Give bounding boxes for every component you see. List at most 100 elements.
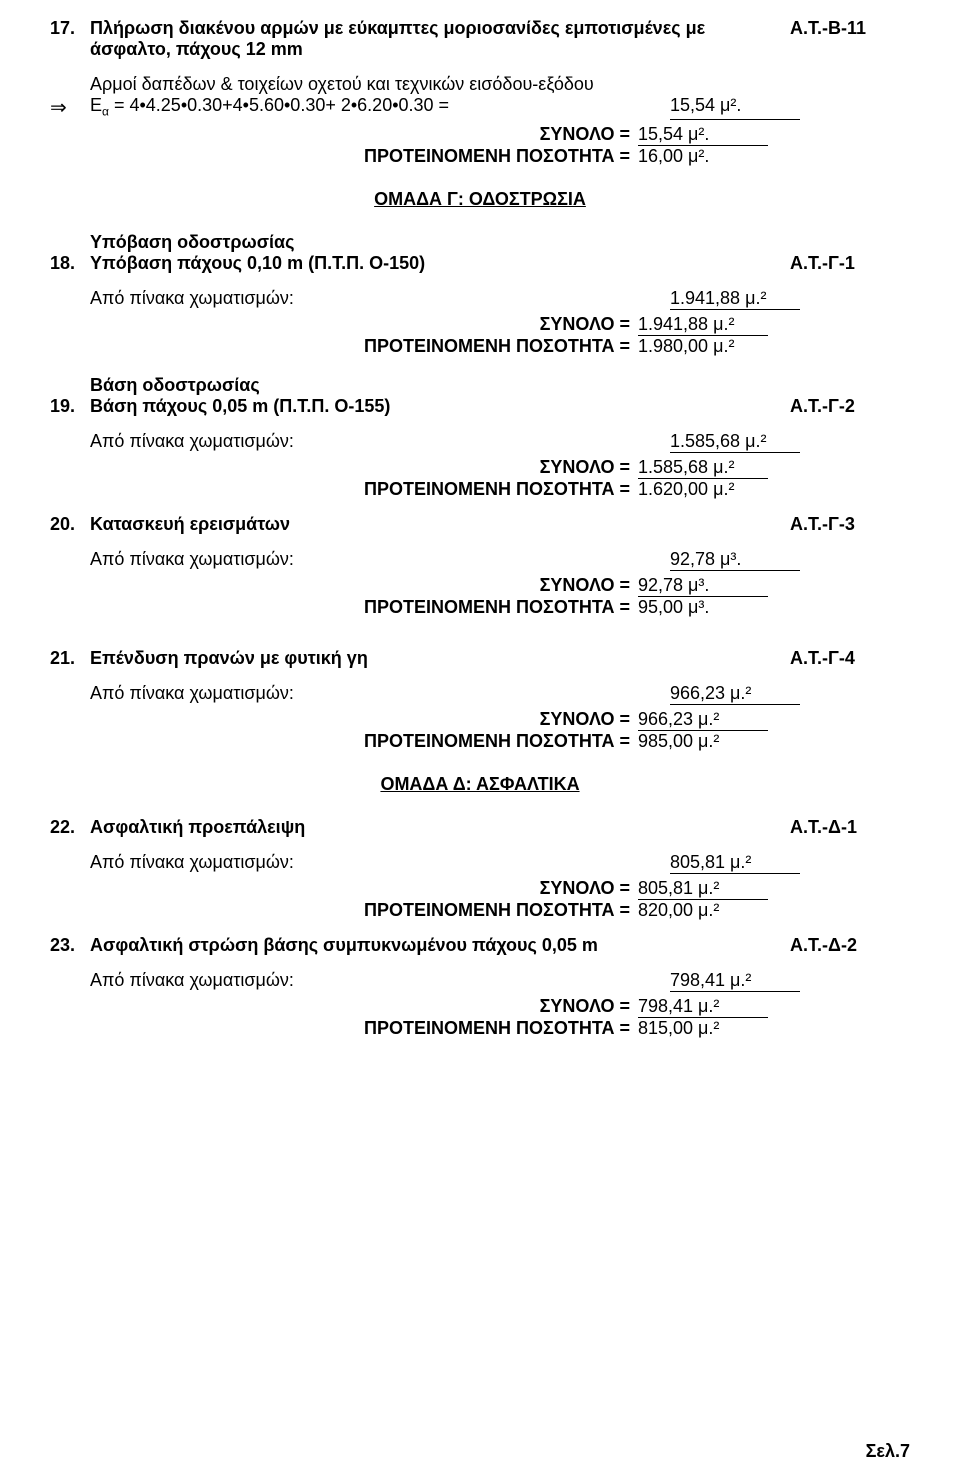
desc-text: Από πίνακα χωματισμών:: [90, 683, 670, 705]
rec-value: 95,00 μ³.: [638, 597, 768, 618]
item-title: Πλήρωση διακένου αρμών με εύκαμπτες μορι…: [90, 18, 790, 60]
rec-value: 1.980,00 μ.²: [638, 336, 768, 357]
item-20-desc-row: Από πίνακα χωματισμών: 92,78 μ³.: [50, 549, 910, 571]
sum-label: ΣΥΝΟΛΟ =: [50, 314, 638, 335]
item-code: Α.Τ.-Δ-1: [790, 817, 910, 838]
rec-label: ΠΡΟΤΕΙΝΟΜΕΝΗ ΠΟΣΟΤΗΤΑ =: [50, 597, 638, 618]
item-title: Υπόβαση πάχους 0,10 m (Π.Τ.Π. Ο-150): [90, 253, 790, 274]
rec-label: ΠΡΟΤΕΙΝΟΜΕΝΗ ΠΟΣΟΤΗΤΑ =: [50, 1018, 638, 1039]
desc-value: 1.585,68 μ.²: [670, 431, 800, 453]
formula-result: 15,54 μ².: [670, 95, 800, 120]
rec-label: ΠΡΟΤΕΙΝΟΜΕΝΗ ΠΟΣΟΤΗΤΑ =: [50, 146, 638, 167]
desc-text: Από πίνακα χωματισμών:: [90, 970, 670, 992]
sum-value: 805,81 μ.²: [638, 878, 768, 900]
arrow-icon: ⇒: [50, 95, 90, 120]
item-20-totals: ΣΥΝΟΛΟ = 92,78 μ³. ΠΡΟΤΕΙΝΟΜΕΝΗ ΠΟΣΟΤΗΤΑ…: [50, 575, 910, 618]
item-number: 18.: [50, 253, 90, 274]
desc-value: 798,41 μ.²: [670, 970, 800, 992]
desc-line: Από πίνακα χωματισμών: 798,41 μ.²: [90, 970, 910, 992]
alpha-subscript: α: [102, 105, 109, 119]
item-17-formula-row: ⇒ Εα = 4•4.25•0.30+4•5.60•0.30+ 2•6.20•0…: [50, 95, 910, 120]
item-18-totals: ΣΥΝΟΛΟ = 1.941,88 μ.² ΠΡΟΤΕΙΝΟΜΕΝΗ ΠΟΣΟΤ…: [50, 314, 910, 357]
sum-value: 966,23 μ.²: [638, 709, 768, 731]
rec-line: ΠΡΟΤΕΙΝΟΜΕΝΗ ΠΟΣΟΤΗΤΑ = 16,00 μ².: [50, 146, 910, 167]
desc-line: Από πίνακα χωματισμών: 1.941,88 μ.²: [90, 288, 910, 310]
sum-label: ΣΥΝΟΛΟ =: [50, 709, 638, 730]
item-17-desc: Αρμοί δαπέδων & τοιχείων οχετού και τεχν…: [50, 74, 910, 95]
sum-value: 15,54 μ².: [638, 124, 768, 146]
sum-line: ΣΥΝΟΛΟ = 1.941,88 μ.²: [50, 314, 910, 336]
formula-text: Εα = 4•4.25•0.30+4•5.60•0.30+ 2•6.20•0.3…: [90, 95, 670, 120]
item-18-subhead: Υπόβαση οδοστρωσίας: [90, 232, 910, 253]
item-19-desc-row: Από πίνακα χωματισμών: 1.585,68 μ.²: [50, 431, 910, 453]
item-number: 22.: [50, 817, 90, 838]
formula-prefix: Ε: [90, 95, 102, 115]
sum-label: ΣΥΝΟΛΟ =: [50, 996, 638, 1017]
item-code: Α.Τ.-Δ-2: [790, 935, 910, 956]
sum-line: ΣΥΝΟΛΟ = 15,54 μ².: [50, 124, 910, 146]
item-17-totals: ΣΥΝΟΛΟ = 15,54 μ². ΠΡΟΤΕΙΝΟΜΕΝΗ ΠΟΣΟΤΗΤΑ…: [50, 124, 910, 167]
rec-value: 1.620,00 μ.²: [638, 479, 768, 500]
sum-value: 1.941,88 μ.²: [638, 314, 768, 336]
item-18-desc-row: Από πίνακα χωματισμών: 1.941,88 μ.²: [50, 288, 910, 310]
item-number: 19.: [50, 396, 90, 417]
rec-value: 985,00 μ.²: [638, 731, 768, 752]
rec-label: ΠΡΟΤΕΙΝΟΜΕΝΗ ΠΟΣΟΤΗΤΑ =: [50, 479, 638, 500]
item-21-header: 21. Επένδυση πρανών με φυτική γη Α.Τ.-Γ-…: [50, 648, 910, 669]
page-number: Σελ.7: [866, 1441, 910, 1462]
sum-label: ΣΥΝΟΛΟ =: [50, 457, 638, 478]
group-g-header: ΟΜΑΔΑ Γ: ΟΔΟΣΤΡΩΣΙΑ: [50, 189, 910, 210]
desc-text: Από πίνακα χωματισμών:: [90, 549, 670, 571]
desc-value: 805,81 μ.²: [670, 852, 800, 874]
sum-label: ΣΥΝΟΛΟ =: [50, 575, 638, 596]
desc-text: Από πίνακα χωματισμών:: [90, 852, 670, 874]
sum-label: ΣΥΝΟΛΟ =: [50, 878, 638, 899]
item-number: 17.: [50, 18, 90, 60]
desc-line: Από πίνακα χωματισμών: 92,78 μ³.: [90, 549, 910, 571]
formula-rest: = 4•4.25•0.30+4•5.60•0.30+ 2•6.20•0.30 =: [109, 95, 449, 115]
item-21-totals: ΣΥΝΟΛΟ = 966,23 μ.² ΠΡΟΤΕΙΝΟΜΕΝΗ ΠΟΣΟΤΗΤ…: [50, 709, 910, 752]
item-title: Επένδυση πρανών με φυτική γη: [90, 648, 790, 669]
item-23-desc-row: Από πίνακα χωματισμών: 798,41 μ.²: [50, 970, 910, 992]
rec-value: 16,00 μ².: [638, 146, 768, 167]
item-code: Α.Τ.-Β-11: [790, 18, 910, 60]
desc-line: Από πίνακα χωματισμών: 1.585,68 μ.²: [90, 431, 910, 453]
sum-line: ΣΥΝΟΛΟ = 92,78 μ³.: [50, 575, 910, 597]
item-22-desc-row: Από πίνακα χωματισμών: 805,81 μ.²: [50, 852, 910, 874]
desc-value: 966,23 μ.²: [670, 683, 800, 705]
item-code: Α.Τ.-Γ-4: [790, 648, 910, 669]
item-code: Α.Τ.-Γ-1: [790, 253, 910, 274]
item-22-totals: ΣΥΝΟΛΟ = 805,81 μ.² ΠΡΟΤΕΙΝΟΜΕΝΗ ΠΟΣΟΤΗΤ…: [50, 878, 910, 921]
sum-line: ΣΥΝΟΛΟ = 966,23 μ.²: [50, 709, 910, 731]
desc-text: Από πίνακα χωματισμών:: [90, 431, 670, 453]
desc-line: Από πίνακα χωματισμών: 966,23 μ.²: [90, 683, 910, 705]
desc-text: Αρμοί δαπέδων & τοιχείων οχετού και τεχν…: [90, 74, 910, 95]
rec-label: ΠΡΟΤΕΙΝΟΜΕΝΗ ΠΟΣΟΤΗΤΑ =: [50, 731, 638, 752]
item-18-header: 18. Υπόβαση πάχους 0,10 m (Π.Τ.Π. Ο-150)…: [50, 253, 910, 274]
item-17-header: 17. Πλήρωση διακένου αρμών με εύκαμπτες …: [50, 18, 910, 60]
rec-value: 820,00 μ.²: [638, 900, 768, 921]
rec-line: ΠΡΟΤΕΙΝΟΜΕΝΗ ΠΟΣΟΤΗΤΑ = 985,00 μ.²: [50, 731, 910, 752]
rec-line: ΠΡΟΤΕΙΝΟΜΕΝΗ ΠΟΣΟΤΗΤΑ = 815,00 μ.²: [50, 1018, 910, 1039]
item-19-totals: ΣΥΝΟΛΟ = 1.585,68 μ.² ΠΡΟΤΕΙΝΟΜΕΝΗ ΠΟΣΟΤ…: [50, 457, 910, 500]
item-23-header: 23. Ασφαλτική στρώση βάσης συμπυκνωμένου…: [50, 935, 910, 956]
rec-label: ΠΡΟΤΕΙΝΟΜΕΝΗ ΠΟΣΟΤΗΤΑ =: [50, 336, 638, 357]
desc-line: Από πίνακα χωματισμών: 805,81 μ.²: [90, 852, 910, 874]
item-title: Ασφαλτική στρώση βάσης συμπυκνωμένου πάχ…: [90, 935, 790, 956]
rec-line: ΠΡΟΤΕΙΝΟΜΕΝΗ ΠΟΣΟΤΗΤΑ = 1.980,00 μ.²: [50, 336, 910, 357]
sum-line: ΣΥΝΟΛΟ = 798,41 μ.²: [50, 996, 910, 1018]
item-number: 21.: [50, 648, 90, 669]
sum-value: 1.585,68 μ.²: [638, 457, 768, 479]
desc-text: Από πίνακα χωματισμών:: [90, 288, 670, 310]
rec-line: ΠΡΟΤΕΙΝΟΜΕΝΗ ΠΟΣΟΤΗΤΑ = 1.620,00 μ.²: [50, 479, 910, 500]
item-code: Α.Τ.-Γ-3: [790, 514, 910, 535]
sum-line: ΣΥΝΟΛΟ = 1.585,68 μ.²: [50, 457, 910, 479]
item-22-header: 22. Ασφαλτική προεπάλειψη Α.Τ.-Δ-1: [50, 817, 910, 838]
rec-line: ΠΡΟΤΕΙΝΟΜΕΝΗ ΠΟΣΟΤΗΤΑ = 820,00 μ.²: [50, 900, 910, 921]
sum-value: 92,78 μ³.: [638, 575, 768, 597]
formula-line: Εα = 4•4.25•0.30+4•5.60•0.30+ 2•6.20•0.3…: [90, 95, 910, 120]
item-number: 23.: [50, 935, 90, 956]
item-number: 20.: [50, 514, 90, 535]
arrow-icon: [50, 74, 90, 95]
desc-value: 1.941,88 μ.²: [670, 288, 800, 310]
